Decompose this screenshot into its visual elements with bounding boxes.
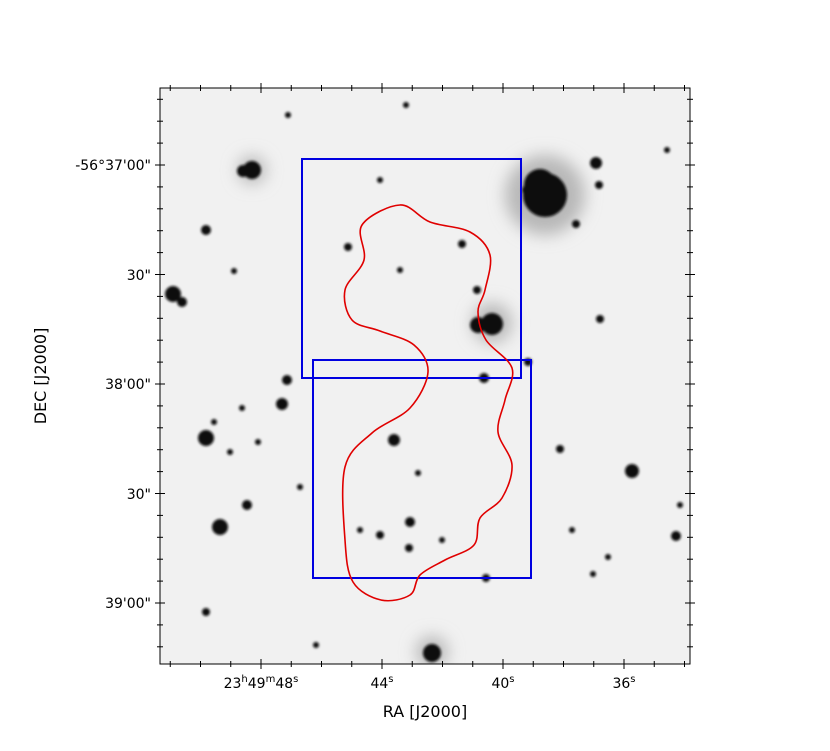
- field-box: [312, 359, 532, 579]
- y-tick-label: 39'00": [105, 596, 151, 612]
- x-tick-label-part: 23: [224, 676, 242, 692]
- star: [242, 500, 252, 510]
- x-tick-label-part: 40: [491, 676, 509, 692]
- star: [202, 608, 210, 616]
- star: [177, 297, 187, 307]
- star: [590, 571, 596, 577]
- star: [201, 225, 211, 235]
- x-tick-label: 23h49m48s: [224, 674, 299, 692]
- axes-frame: [159, 87, 691, 665]
- star: [357, 527, 363, 533]
- star: [524, 169, 556, 201]
- x-tick-label-part: m: [266, 674, 276, 685]
- star: [605, 554, 611, 560]
- star: [239, 405, 245, 411]
- star: [388, 434, 400, 446]
- star: [439, 537, 445, 543]
- star: [231, 268, 237, 274]
- star: [198, 430, 214, 446]
- star: [397, 267, 403, 273]
- star: [276, 398, 288, 410]
- y-axis-label: DEC [J2000]: [31, 328, 50, 425]
- star: [227, 449, 233, 455]
- star: [405, 544, 413, 552]
- star: [470, 317, 486, 333]
- x-tick-label-part: 49: [248, 676, 266, 692]
- x-tick-label: 40s: [491, 674, 514, 692]
- star: [282, 375, 292, 385]
- star: [572, 220, 580, 228]
- star: [556, 445, 564, 453]
- x-tick-label-part: 36: [612, 676, 630, 692]
- star: [671, 531, 681, 541]
- star: [344, 243, 352, 251]
- star: [377, 177, 383, 183]
- contour: [341, 204, 514, 602]
- star: [297, 484, 303, 490]
- x-tick-label-part: 48: [275, 676, 293, 692]
- star: [481, 313, 503, 335]
- star: [255, 439, 261, 445]
- star: [285, 112, 291, 118]
- x-tick-label-part: s: [630, 674, 635, 685]
- star: [569, 527, 575, 533]
- star: [405, 517, 415, 527]
- y-tick-label: -56°37'00": [75, 158, 151, 174]
- star: [473, 286, 481, 294]
- x-tick-label-part: s: [509, 674, 514, 685]
- star: [677, 502, 683, 508]
- x-tick-label: 44s: [370, 674, 393, 692]
- x-tick-label-part: 44: [370, 676, 388, 692]
- y-tick-label: 30": [127, 487, 151, 503]
- x-tick-label: 36s: [612, 674, 635, 692]
- star: [211, 419, 217, 425]
- x-axis-label: RA [J2000]: [383, 702, 467, 721]
- star: [595, 181, 603, 189]
- star: [415, 470, 421, 476]
- field-box: [301, 158, 522, 379]
- star: [590, 157, 602, 169]
- star: [313, 642, 319, 648]
- x-tick-label-part: s: [293, 674, 298, 685]
- star: [596, 315, 604, 323]
- x-tick-label-part: h: [241, 674, 247, 685]
- star: [237, 165, 249, 177]
- star: [423, 644, 441, 662]
- y-tick-label: 38'00": [105, 377, 151, 393]
- star: [664, 147, 670, 153]
- sky-image: [160, 88, 690, 664]
- star: [376, 531, 384, 539]
- y-tick-label: 30": [127, 268, 151, 284]
- star: [403, 102, 409, 108]
- star: [165, 286, 181, 302]
- x-tick-label-part: s: [388, 674, 393, 685]
- star: [625, 464, 639, 478]
- star: [522, 185, 532, 195]
- star: [212, 519, 228, 535]
- star: [458, 240, 466, 248]
